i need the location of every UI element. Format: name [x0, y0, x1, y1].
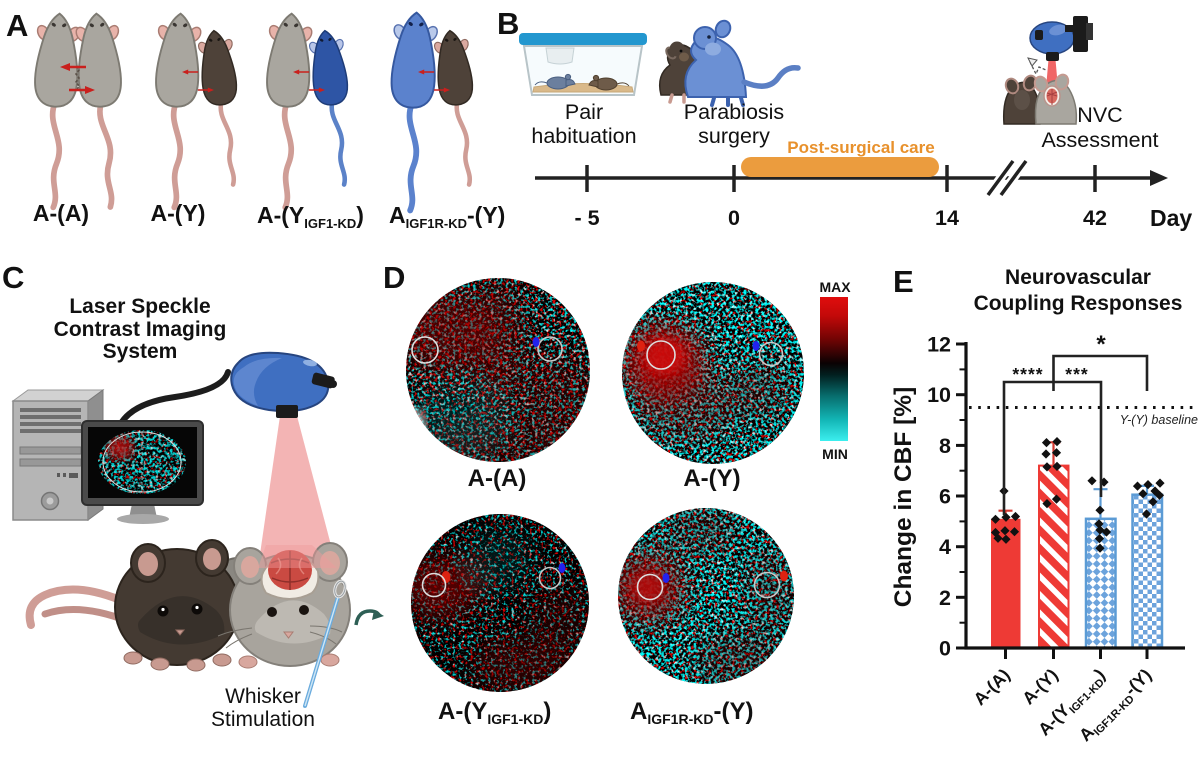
- svg-text:Neurovascular: Neurovascular: [1005, 266, 1151, 289]
- svg-text:D: D: [383, 260, 405, 295]
- svg-text:6: 6: [939, 485, 951, 509]
- svg-text:Stimulation: Stimulation: [211, 708, 315, 731]
- svg-text:habituation: habituation: [531, 124, 636, 148]
- svg-text:Whisker: Whisker: [225, 685, 301, 708]
- svg-text:42: 42: [1083, 206, 1107, 230]
- svg-text:12: 12: [927, 333, 951, 357]
- svg-text:A-(A): A-(A): [468, 465, 527, 492]
- svg-text:A-(A): A-(A): [33, 200, 89, 226]
- svg-text:A-(YIGF1-KD): A-(YIGF1-KD): [438, 698, 551, 727]
- svg-text:Contrast Imaging: Contrast Imaging: [54, 318, 227, 341]
- svg-text:B: B: [497, 6, 519, 41]
- svg-text:MIN: MIN: [822, 446, 848, 462]
- svg-text:MAX: MAX: [819, 279, 851, 295]
- svg-text:- 5: - 5: [574, 206, 599, 230]
- svg-text:AIGF1R-KD-(Y): AIGF1R-KD-(Y): [630, 698, 753, 727]
- svg-text:*: *: [1096, 331, 1106, 358]
- svg-text:A: A: [6, 8, 28, 43]
- svg-text:Parabiosis: Parabiosis: [684, 100, 784, 124]
- svg-text:E: E: [893, 264, 914, 299]
- svg-text:System: System: [103, 340, 178, 363]
- svg-text:A-(Y): A-(Y): [1018, 665, 1062, 709]
- svg-text:A-(YIGF1-KD): A-(YIGF1-KD): [257, 202, 364, 231]
- svg-text:Post-surgical care: Post-surgical care: [787, 138, 934, 157]
- svg-text:C: C: [2, 260, 24, 295]
- svg-text:Y-(Y) baseline: Y-(Y) baseline: [1120, 413, 1198, 427]
- svg-text:AIGF1R-KD-(Y): AIGF1R-KD-(Y): [389, 202, 505, 231]
- svg-text:Pair: Pair: [565, 100, 603, 124]
- svg-text:Change in CBF [%]: Change in CBF [%]: [890, 387, 917, 608]
- svg-text:4: 4: [939, 535, 951, 559]
- svg-text:0: 0: [728, 206, 740, 230]
- svg-text:A-(A): A-(A): [969, 665, 1013, 709]
- svg-text:Day: Day: [1150, 205, 1192, 231]
- svg-text:NVC: NVC: [1077, 103, 1122, 127]
- svg-text:2: 2: [939, 586, 951, 610]
- svg-text:AIGF1R-KD-(Y): AIGF1R-KD-(Y): [1075, 665, 1158, 748]
- svg-text:surgery: surgery: [698, 124, 770, 148]
- svg-text:A-(Y): A-(Y): [151, 200, 206, 226]
- svg-text:***: ***: [1065, 364, 1088, 384]
- svg-text:****: ****: [1012, 364, 1043, 384]
- svg-text:Coupling Responses: Coupling Responses: [974, 292, 1183, 315]
- svg-text:10: 10: [927, 383, 951, 407]
- svg-text:0: 0: [939, 637, 951, 661]
- svg-text:14: 14: [935, 206, 959, 230]
- svg-text:A-(Y): A-(Y): [683, 465, 740, 492]
- svg-text:8: 8: [939, 434, 951, 458]
- svg-text:Laser Speckle: Laser Speckle: [69, 295, 210, 318]
- svg-text:Assessment: Assessment: [1041, 128, 1158, 152]
